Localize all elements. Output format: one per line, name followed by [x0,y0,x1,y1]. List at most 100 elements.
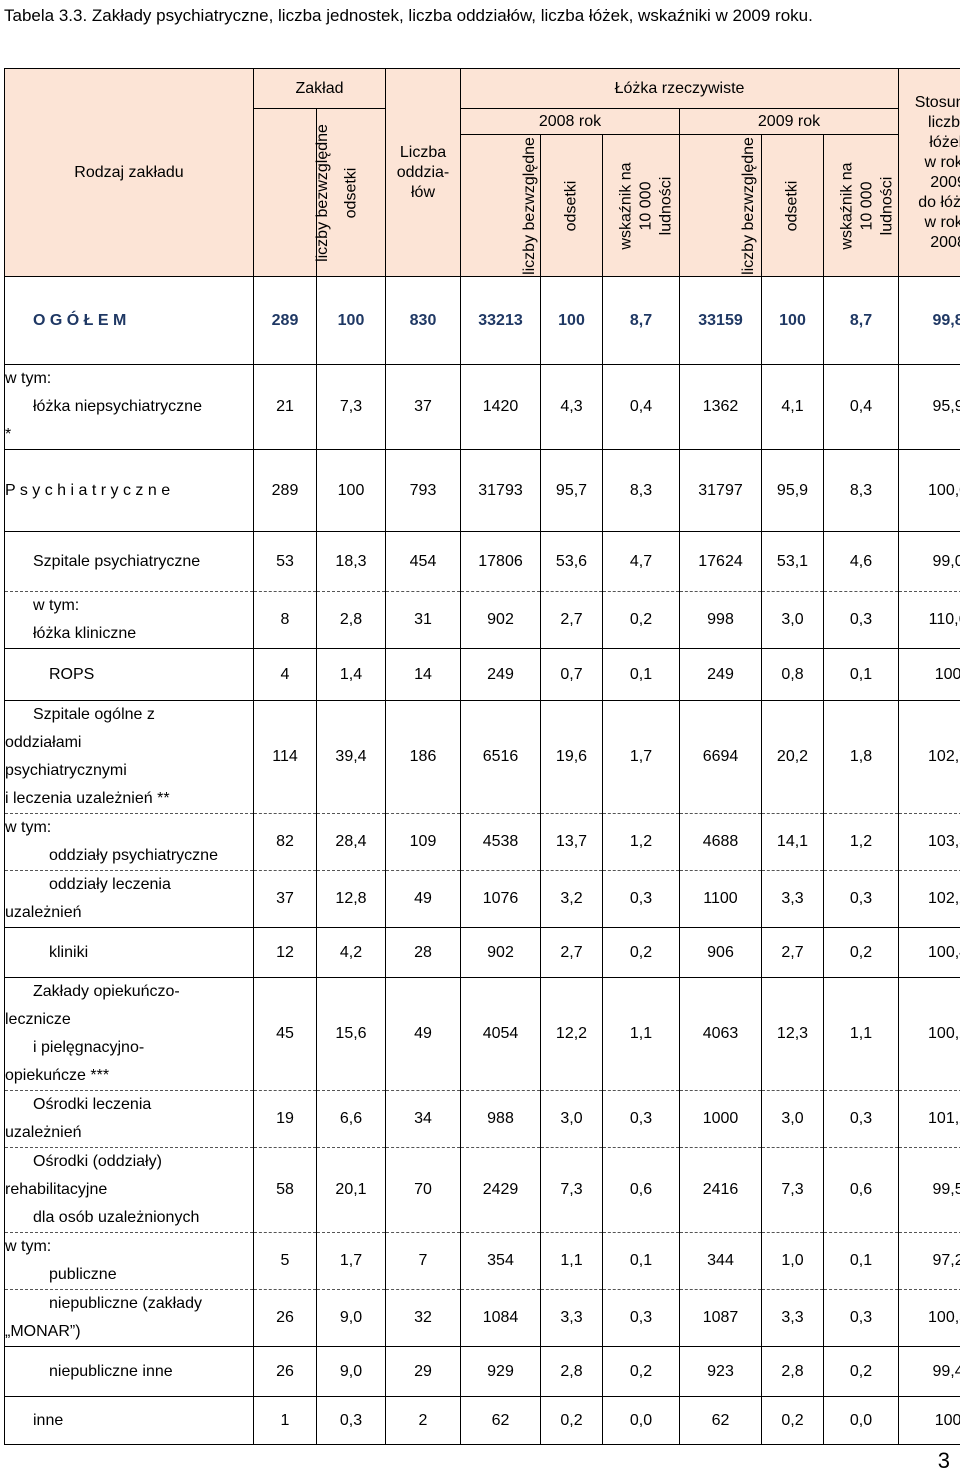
row-value: 15,6 [316,977,386,1091]
row-label-line: opiekuńcze *** [5,1067,110,1084]
row-label-line: i pielęgnacyjno- [33,1039,145,1056]
row-value: 37 [385,364,461,450]
row-value: 289 [253,276,317,365]
table-row: niepubliczne inne 26 9,0 29 929 2,8 0,2 923 2,8 0… [4,1346,960,1397]
row-label-line: łóżka niepsychiatryczne [33,398,202,415]
table-row: niepubliczne (zakłady „MONAR”) 26 9,0 32 1084… [4,1289,960,1347]
row-value: 4063 [679,977,762,1091]
row-label: Zakłady opiekuńczo-lecznicze i pielęgnacy… [4,977,254,1091]
row-label: Ośrodki leczenia uzależnień [4,1090,254,1148]
row-value: 95,9 [898,364,960,450]
row-value: 0,1 [602,1232,680,1290]
row-value: 3,3 [761,1289,824,1347]
row-value: 5 [253,1232,317,1290]
row-value: 0,3 [602,1090,680,1148]
row-label-line: Szpitale ogólne z [33,706,155,723]
row-value: 7,3 [761,1147,824,1233]
row-value: 988 [460,1090,541,1148]
header-zaklad-odsetki: odsetki [316,108,386,277]
row-label-line: oddziałami [5,734,82,751]
row-value: 1,1 [540,1232,603,1290]
row-value: 7 [385,1232,461,1290]
row-value: 1362 [679,364,762,450]
row-value: 0,2 [761,1396,824,1445]
row-value: 8,3 [822,449,900,532]
row-value: 3,2 [540,870,603,928]
row-value: 100 [898,1396,960,1445]
row-value: 0,0 [822,1396,900,1445]
row-value: 4,3 [540,364,603,450]
row-value: 1100 [679,870,762,928]
header-stosunek: Stosunekliczby łóżekw roku 2009do łóżek … [898,68,960,277]
row-value: 1,8 [822,700,900,814]
row-label-line: kliniki [49,943,89,961]
row-value: 33159 [679,276,762,365]
row-value: 4 [253,648,317,701]
row-value: 31 [385,591,461,649]
row-value: 0,6 [822,1147,900,1233]
row-value: 1,1 [602,977,680,1091]
row-label-line: psychiatrycznymi [5,762,127,779]
row-value: 99,8 [898,276,960,365]
row-value: 3,3 [761,870,824,928]
row-value: 97,2 [898,1232,960,1290]
row-value: 4,1 [761,364,824,450]
row-label-line: ROPS [49,665,95,683]
table-row: inne 1 0,3 2 62 0,2 0,0 62 0,2 0,0 100 [4,1396,960,1445]
row-value: 102,7 [898,700,960,814]
table-row: Ośrodki (oddziały) rehabilitacyjne dla osó… [4,1147,960,1233]
row-value: 0,2 [602,1346,680,1397]
row-label: Ośrodki (oddziały) rehabilitacyjne dla osó… [4,1147,254,1233]
row-value: 99,0 [898,531,960,592]
row-value: 3,0 [540,1090,603,1148]
row-value: 21 [253,364,317,450]
row-value: 1076 [460,870,541,928]
header-lozka-rzeczywiste: Łóżka rzeczywiste [459,68,900,109]
table-row: w tym: łóżka kliniczne 8 2,8 31 902 2,7 0,2 998 3… [4,591,960,649]
row-value: 0,6 [602,1147,680,1233]
row-value: 100 [316,276,386,365]
row-value: 354 [460,1232,541,1290]
row-value: 998 [679,591,762,649]
row-value: 95,7 [540,449,603,532]
row-value: 0,3 [602,1289,680,1347]
table-row: w tym: publiczne 5 1,7 7 354 1,1 0,1 344 1,0 0,1 97… [4,1232,960,1290]
header-2008: 2008 rok [460,108,680,135]
row-value: 70 [385,1147,461,1233]
row-value: 8,3 [602,449,680,532]
row-value: 0,2 [822,927,900,978]
row-value: 830 [385,276,461,365]
row-label-line: P s y c h i a t r y c z n e [5,481,171,499]
row-value: 1,0 [761,1232,824,1290]
row-value: 31797 [679,449,762,532]
row-value: 1,4 [316,648,386,701]
table-row: w tym: oddziały psychiatryczne 82 28,4 109 45… [4,813,960,871]
table-row: Ośrodki leczenia uzależnień 19 6,6 34 988 3,0 0… [4,1090,960,1148]
row-value: 2,7 [540,927,603,978]
row-label-line: rehabilitacyjne [5,1181,108,1198]
row-label-line: Ośrodki leczenia [33,1096,152,1113]
row-value: 0,7 [540,648,603,701]
row-value: 1,7 [602,700,680,814]
row-value: 2429 [460,1147,541,1233]
row-value: 1000 [679,1090,762,1148]
row-label-line: uzależnień [5,904,82,921]
row-label-line: w tym: [5,819,52,836]
row-label-line: niepubliczne inne [49,1362,173,1380]
row-value: 6516 [460,700,541,814]
row-label-line: inne [33,1411,64,1429]
row-value: 28 [385,927,461,978]
row-value: 100 [898,648,960,701]
table-row: P s y c h i a t r y c z n e 289 100 793 3179… [4,449,960,532]
row-value: 26 [253,1289,317,1347]
header-2008-wskaznik: wskaźnik na 10 000 ludności [602,134,680,277]
row-value: 906 [679,927,762,978]
header-2009: 2009 rok [678,108,900,135]
row-value: 289 [253,449,317,532]
row-value: 99,4 [898,1346,960,1397]
row-value: 34 [385,1090,461,1148]
row-label-line: publiczne [49,1266,117,1283]
header-rodzaj: Rodzaj zakładu [4,68,254,277]
row-value: 1,2 [602,813,680,871]
row-label-line: dla osób uzależnionych [33,1209,200,1226]
